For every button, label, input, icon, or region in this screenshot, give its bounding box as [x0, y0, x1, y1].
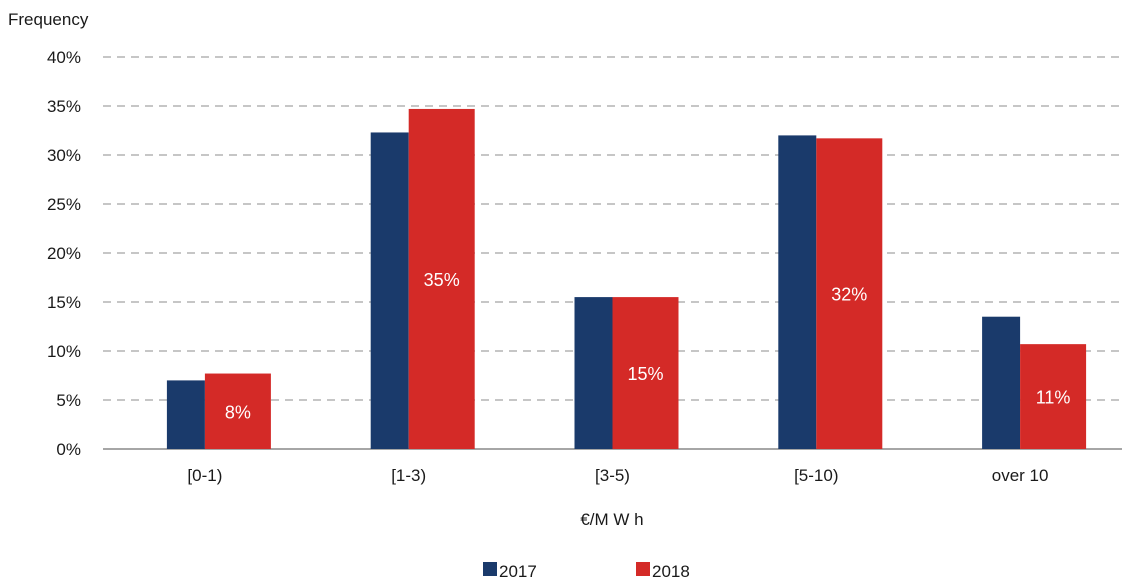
x-tick-label: [0-1)	[187, 466, 222, 485]
y-tick-label: 25%	[47, 195, 81, 214]
y-tick-label: 10%	[47, 342, 81, 361]
y-axis-title: Frequency	[8, 10, 89, 29]
bar-2018-2	[612, 297, 679, 449]
data-label: 35%	[424, 270, 460, 290]
bar-2017-0	[166, 380, 205, 449]
bar-2018-1	[408, 108, 475, 449]
legend: 2017 2018	[483, 562, 690, 581]
bar-2017-3	[778, 135, 817, 449]
legend-label-2017: 2017	[499, 562, 537, 581]
bar-2017-1	[370, 132, 409, 449]
data-label: 15%	[627, 364, 663, 384]
x-tick-label: over 10	[992, 466, 1049, 485]
y-tick-labels: 0% 5% 10% 15% 20% 25% 30% 35% 40%	[47, 48, 81, 459]
y-tick-label: 40%	[47, 48, 81, 67]
y-tick-label: 30%	[47, 146, 81, 165]
bar-2018-4	[1020, 344, 1087, 449]
y-tick-label: 20%	[47, 244, 81, 263]
bar-2017-4	[982, 316, 1021, 449]
legend-swatch-2018	[636, 562, 650, 576]
data-label: 8%	[225, 402, 251, 422]
bars: 8% 35% 15% 32% 11%	[166, 108, 1087, 449]
x-tick-label: [3-5)	[595, 466, 630, 485]
data-label: 32%	[831, 285, 867, 305]
y-tick-label: 15%	[47, 293, 81, 312]
x-tick-labels: [0-1) [1-3) [3-5) [5-10) over 10	[187, 466, 1048, 485]
bar-2018-3	[816, 138, 883, 449]
x-tick-label: [1-3)	[391, 466, 426, 485]
y-tick-label: 5%	[56, 391, 81, 410]
bar-2018-0	[204, 373, 271, 449]
data-label: 11%	[1036, 388, 1071, 408]
y-tick-label: 0%	[56, 440, 81, 459]
y-tick-label: 35%	[47, 97, 81, 116]
legend-label-2018: 2018	[652, 562, 690, 581]
bar-2017-2	[574, 297, 613, 449]
x-tick-label: [5-10)	[794, 466, 838, 485]
x-axis-title: €/M W h	[580, 510, 643, 529]
legend-swatch-2017	[483, 562, 497, 576]
